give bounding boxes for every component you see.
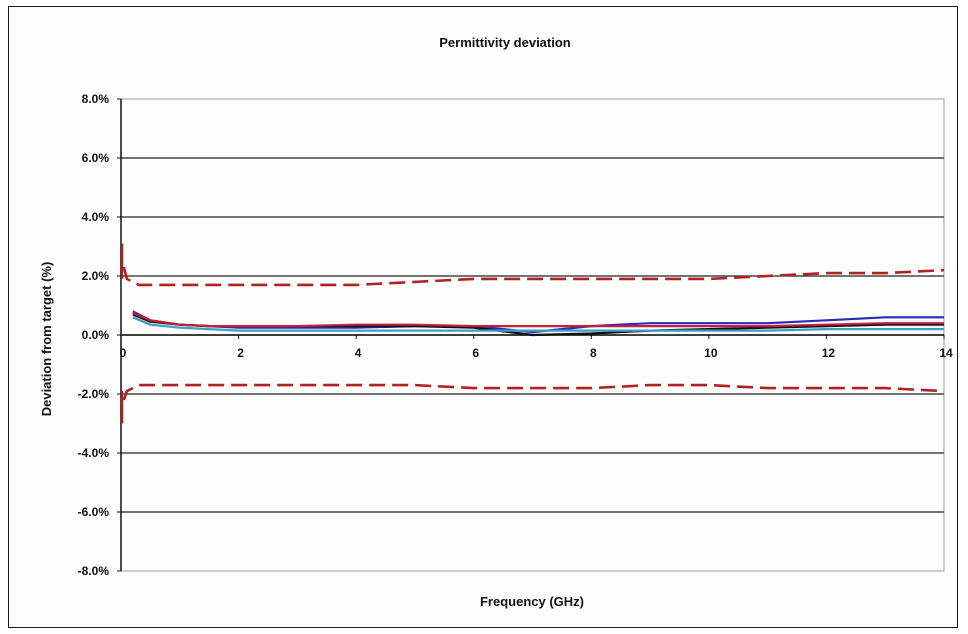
chart-frame xyxy=(8,6,958,628)
chart-title: Permittivity deviation xyxy=(439,35,571,50)
x-tick-label: 12 xyxy=(822,346,836,360)
y-tick-label: 4.0% xyxy=(82,210,110,224)
series-line-1 xyxy=(122,383,945,401)
x-tick-label: 0 xyxy=(120,346,127,360)
x-tick-label: 14 xyxy=(939,346,953,360)
y-tick-label: 8.0% xyxy=(82,92,110,106)
x-tick-label: 10 xyxy=(704,346,718,360)
y-tick-label: -8.0% xyxy=(78,564,110,578)
y-tick-label: 2.0% xyxy=(82,269,110,283)
series-line-4 xyxy=(132,316,944,332)
x-tick-label: 8 xyxy=(590,346,597,360)
y-tick-label: -2.0% xyxy=(78,387,110,401)
series-line-5 xyxy=(132,311,944,328)
series-line-0 xyxy=(122,266,945,287)
y-tick-label: -6.0% xyxy=(78,505,110,519)
y-tick-label: -4.0% xyxy=(78,446,110,460)
series-layer xyxy=(121,243,945,424)
x-tick-label: 2 xyxy=(237,346,244,360)
y-tick-label: 0.0% xyxy=(82,328,110,342)
x-tick-label: 4 xyxy=(355,346,362,360)
y-tick-label: 6.0% xyxy=(82,151,110,165)
tick-labels: 8.0% 6.0% 4.0% 2.0% 0.0% -2.0% -4.0% -6.0% -8.0%… xyxy=(78,92,953,578)
x-tick-label: 6 xyxy=(472,346,479,360)
x-axis-label: Frequency (GHz) xyxy=(480,594,584,609)
y-axis-label: Deviation from target (%) xyxy=(39,262,54,417)
